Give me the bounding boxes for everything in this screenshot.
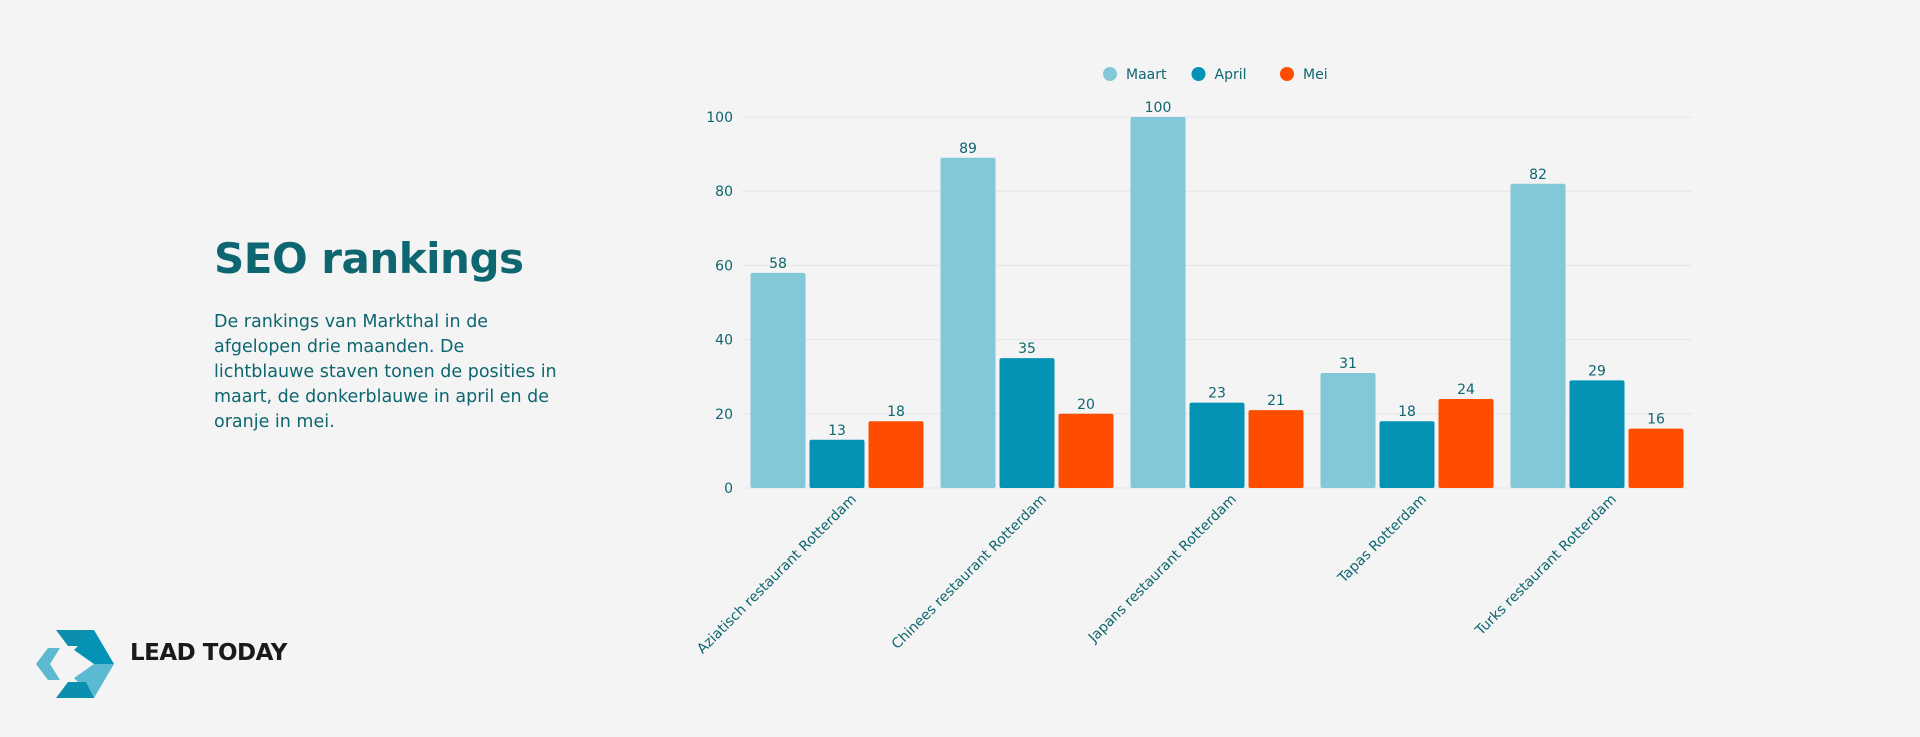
data-label: 89	[959, 141, 977, 157]
x-tick-label: Tapas Rotterdam	[1334, 492, 1429, 587]
legend-marker	[1280, 67, 1294, 81]
y-tick-label: 100	[706, 110, 733, 126]
data-label: 13	[828, 423, 846, 439]
data-label: 82	[1529, 167, 1547, 183]
bar	[940, 157, 996, 488]
x-tick-label: Japans restaurant Rotterdam	[1085, 492, 1240, 647]
bar	[1320, 372, 1376, 488]
bar	[1379, 421, 1435, 488]
y-tick-label: 40	[715, 333, 733, 349]
bar	[809, 439, 865, 488]
data-label: 29	[1588, 363, 1606, 379]
x-tick-label: Aziatisch restaurant Rotterdam	[694, 492, 860, 658]
x-tick-label: Chinees restaurant Rotterdam	[889, 492, 1050, 653]
y-tick-label: 80	[715, 184, 733, 200]
legend-label: April	[1215, 67, 1247, 83]
bar	[1438, 398, 1494, 488]
data-label: 20	[1077, 397, 1095, 413]
data-label: 18	[1398, 404, 1416, 420]
bar	[1058, 413, 1114, 488]
legend-marker	[1191, 67, 1206, 81]
data-label: 18	[887, 404, 905, 420]
page-title: SEO rankings	[214, 234, 524, 283]
bar	[1248, 410, 1304, 488]
x-tick-label: Turks restaurant Rotterdam	[1472, 492, 1620, 640]
bar	[1510, 183, 1566, 488]
bar	[868, 421, 924, 488]
bar	[750, 272, 806, 488]
y-tick-label: 60	[715, 258, 733, 274]
legend-marker	[1103, 67, 1117, 81]
bar	[999, 358, 1055, 488]
data-label: 31	[1339, 356, 1357, 372]
data-label: 58	[769, 256, 787, 272]
bar	[1628, 428, 1684, 488]
data-label: 24	[1457, 382, 1475, 398]
bar	[1189, 402, 1245, 488]
page-description: De rankings van Markthal in de afgelopen…	[214, 312, 557, 432]
data-label: 21	[1267, 393, 1285, 409]
legend-label: Mei	[1303, 67, 1328, 83]
data-label: 23	[1208, 386, 1226, 402]
bar	[1569, 380, 1625, 488]
legend-label: Maart	[1126, 67, 1167, 83]
data-label: 100	[1145, 100, 1172, 116]
y-tick-label: 20	[715, 407, 733, 423]
data-label: 35	[1018, 341, 1036, 357]
lead-today-logo-icon	[36, 630, 114, 698]
y-tick-label: 0	[724, 481, 733, 497]
data-label: 16	[1647, 412, 1665, 428]
bar	[1130, 117, 1186, 488]
logo-text: LEAD TODAY	[130, 640, 287, 666]
